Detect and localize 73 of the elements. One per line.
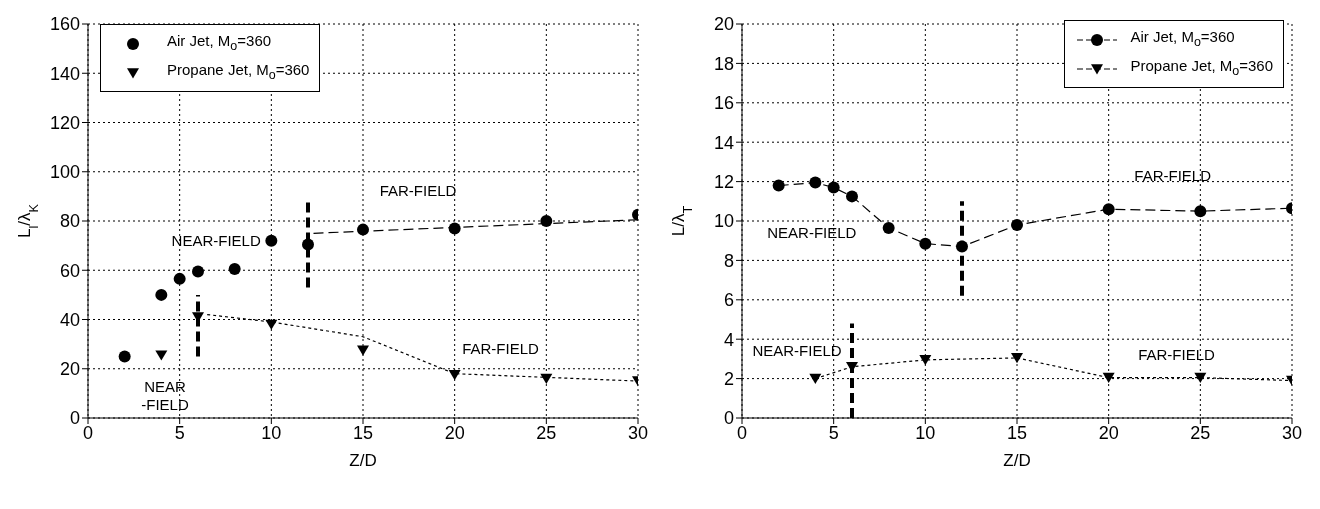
- annotation: FAR-FIELD: [1138, 345, 1215, 363]
- y-tick-label: 4: [723, 329, 734, 350]
- x-tick-label: 15: [352, 422, 374, 443]
- annotation: NEAR -FIELD: [141, 377, 189, 413]
- x-tick-label: 5: [174, 422, 185, 443]
- y-tick-label: 40: [59, 309, 80, 330]
- annotation: FAR-FIELD: [1134, 166, 1212, 184]
- legend-label: Air Jet, M$_{o}$=360: [167, 31, 272, 55]
- point: [827, 181, 840, 194]
- annotation: NEAR-FIELD: [171, 231, 261, 249]
- x-tick-label: 20: [444, 422, 465, 443]
- x-tick-label: 25: [1190, 422, 1211, 443]
- y-tick-label: 20: [713, 14, 734, 35]
- y-tick-label: 8: [723, 250, 734, 271]
- y-tick-label: 6: [723, 290, 734, 311]
- point: [846, 190, 858, 203]
- point: [155, 288, 168, 301]
- point: [118, 350, 131, 363]
- x-axis-title: Z/D: [1003, 451, 1031, 470]
- y-tick-label: 100: [49, 162, 80, 183]
- point: [448, 370, 461, 381]
- y-tick-label: 140: [49, 63, 80, 84]
- y-tick-label: 18: [713, 53, 734, 74]
- y-tick-label: 60: [59, 260, 80, 281]
- point: [228, 263, 241, 276]
- point: [540, 373, 553, 384]
- annotation: NEAR-FIELD: [767, 223, 857, 241]
- x-tick-label: 0: [736, 422, 748, 443]
- point: [357, 345, 369, 356]
- point: [1194, 205, 1207, 218]
- legend-label: Air Jet, M$_{o}$=360: [1130, 27, 1235, 51]
- y-tick-label: 12: [713, 171, 734, 192]
- point: [1102, 203, 1115, 216]
- x-tick-label: 0: [82, 422, 94, 443]
- y-tick-label: 10: [713, 211, 734, 232]
- y-tick-label: 0: [69, 408, 80, 429]
- y-tick-label: 2: [723, 368, 734, 389]
- point: [919, 355, 932, 366]
- point: [155, 350, 168, 361]
- point: [772, 179, 785, 192]
- point: [919, 237, 932, 250]
- point: [173, 272, 186, 285]
- x-tick-label: 30: [627, 422, 649, 443]
- y-tick-label: 160: [49, 14, 80, 35]
- y-tick-label: 80: [59, 211, 80, 232]
- point: [1011, 353, 1023, 364]
- y-tick-label: 20: [59, 359, 80, 380]
- y-tick-label: 0: [723, 408, 734, 429]
- x-tick-label: 20: [1098, 422, 1119, 443]
- point: [882, 221, 895, 234]
- annotation: FAR-FIELD: [379, 182, 457, 200]
- x-tick-label: 25: [536, 422, 557, 443]
- annotation: NEAR-FIELD: [752, 342, 842, 360]
- y-tick-label: 120: [49, 112, 80, 133]
- point: [809, 373, 822, 384]
- point: [540, 215, 553, 227]
- legend-label: Propane Jet, M$_{o}$=360: [1130, 56, 1273, 80]
- x-tick-label: 5: [828, 422, 839, 443]
- legend-label: Propane Jet, M$_{o}$=360: [167, 60, 310, 84]
- x-axis-title: Z/D: [349, 451, 377, 470]
- point: [1194, 372, 1207, 384]
- y-tick-label: 14: [713, 132, 734, 153]
- x-tick-label: 10: [261, 422, 282, 443]
- point: [265, 234, 278, 247]
- point: [192, 265, 204, 278]
- annotation: FAR-FIELD: [462, 340, 539, 358]
- x-tick-label: 15: [1006, 422, 1028, 443]
- y-tick-label: 16: [713, 93, 734, 114]
- point: [1011, 218, 1023, 231]
- x-tick-label: 10: [915, 422, 936, 443]
- point: [809, 176, 822, 189]
- point: [1102, 372, 1115, 384]
- x-tick-label: 30: [1281, 422, 1303, 443]
